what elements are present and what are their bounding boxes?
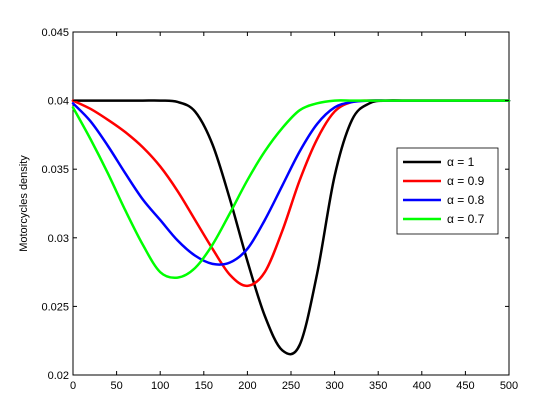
x-tick-label: 200 [238, 380, 256, 392]
legend-label-1: α = 0.9 [447, 174, 485, 188]
x-tick-label: 350 [369, 380, 387, 392]
x-tick-label: 100 [151, 380, 169, 392]
y-tick-label: 0.03 [48, 233, 69, 245]
x-tick-label: 150 [195, 380, 213, 392]
series-line-3 [71, 99, 511, 280]
y-tick-label: 0.025 [41, 301, 69, 313]
legend-label-3: α = 0.7 [447, 212, 485, 226]
x-tick-label: 250 [282, 380, 300, 392]
x-tick-label: 0 [70, 380, 76, 392]
y-tick-label: 0.035 [41, 164, 69, 176]
x-tick-label: 400 [413, 380, 431, 392]
x-tick-label: 50 [110, 380, 122, 392]
series-layer [71, 99, 511, 356]
y-tick-label: 0.02 [48, 370, 69, 382]
x-tick-label: 500 [500, 380, 518, 392]
x-tick-label: 300 [325, 380, 343, 392]
legend: α = 1 α = 0.9 α = 0.8 α = 0.7 [396, 147, 499, 235]
legend-label-2: α = 0.8 [447, 193, 485, 207]
tick-layer: 0 50 100 150 200 250 300 350 400 450 500 0.02 0.025 0… [41, 27, 518, 392]
x-tick-label: 450 [456, 380, 474, 392]
y-tick-label: 0.04 [48, 96, 69, 108]
y-tick-label: 0.045 [41, 27, 69, 39]
legend-label-0: α = 1 [447, 155, 475, 169]
y-axis-title: Motorcycles density [18, 155, 30, 252]
